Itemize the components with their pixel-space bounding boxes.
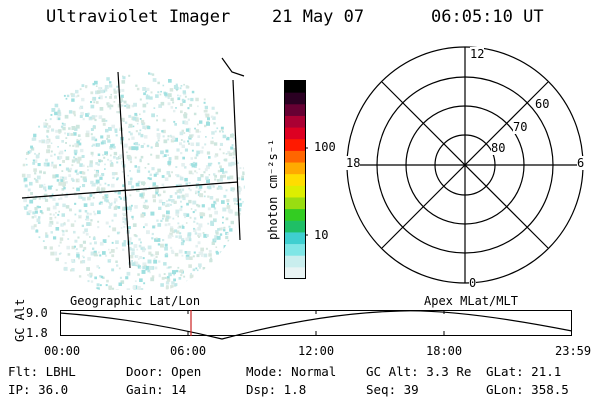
- colorbar-tick-10: 10: [314, 228, 329, 242]
- colorbar-cell: [285, 174, 305, 187]
- date-label: 21 May 07: [272, 7, 365, 27]
- flt-field: Flt: LBHL: [8, 364, 76, 379]
- gc-alt-field: GC Alt: 3.3 Re: [366, 364, 472, 379]
- time-label: 06:05:10 UT: [431, 7, 544, 27]
- colorbar-cell: [285, 150, 305, 164]
- altitude-timeline: [60, 310, 573, 340]
- polar-ring-70: 70: [513, 120, 528, 134]
- time-tick-0600: 06:00: [170, 344, 207, 358]
- colorbar-cell: [285, 104, 305, 117]
- gc-alt-axis-label: GC Alt: [13, 298, 27, 342]
- gain-field: Gain: 14: [126, 382, 187, 397]
- time-tick-1800: 18:00: [426, 344, 463, 358]
- colorbar-cell: [285, 92, 305, 105]
- color-scale-bar: [284, 80, 308, 280]
- colorbar-cell: [285, 127, 305, 140]
- apex-mlat-label: Apex MLat/MLT: [424, 294, 518, 308]
- colorbar-cell: [285, 162, 305, 175]
- time-tick-1200: 12:00: [298, 344, 335, 358]
- time-ticks: [187, 310, 445, 335]
- dsp-field: Dsp: 1.8: [246, 382, 307, 397]
- polar-mlt-plot: [346, 46, 584, 284]
- colorbar-cell: [285, 81, 305, 94]
- geo-latlon-label: Geographic Lat/Lon: [70, 294, 201, 308]
- altitude-curve: [60, 310, 573, 340]
- seq-field: Seq: 39: [366, 382, 419, 397]
- colorbar-cell: [285, 220, 305, 233]
- polar-ring-80: 80: [491, 141, 506, 155]
- colorbar-cell: [285, 139, 305, 152]
- glon-field: GLon: 358.5: [486, 382, 569, 397]
- emission-speckle: [21, 72, 245, 290]
- colorbar-cell: [285, 209, 305, 222]
- alt-tick-1-8: 1.8: [26, 326, 48, 340]
- glat-field: GLat: 21.1: [486, 364, 562, 379]
- door-field: Door: Open: [126, 364, 202, 379]
- instrument-title: Ultraviolet Imager: [46, 7, 231, 27]
- geo-grid-lines: [21, 57, 245, 269]
- colorbar-cell: [285, 267, 305, 280]
- time-tick-0000: 00:00: [44, 344, 81, 358]
- time-tick-2359: 23:59: [555, 344, 592, 358]
- polar-label-0: 0: [469, 276, 477, 290]
- ip-field: IP: 36.0: [8, 382, 69, 397]
- colorbar-cell: [285, 244, 305, 257]
- alt-tick-9: 9.0: [26, 306, 48, 320]
- colorbar-cell: [285, 232, 305, 245]
- polar-label-18: 18: [346, 156, 361, 170]
- colorbar-cell: [285, 115, 305, 129]
- polar-label-12: 12: [470, 47, 485, 61]
- colorbar-tick-100: 100: [314, 140, 336, 154]
- polar-ring-60: 60: [535, 97, 550, 111]
- uv-disk-image: [21, 57, 245, 290]
- colorbar-cell: [285, 197, 305, 210]
- colorbar-cell: [285, 255, 305, 268]
- colorbar-cell: [285, 185, 305, 198]
- colorbar-unit-label: photon cm⁻²s⁻¹: [266, 138, 280, 240]
- polar-label-6: 6: [577, 156, 585, 170]
- mode-field: Mode: Normal: [246, 364, 337, 379]
